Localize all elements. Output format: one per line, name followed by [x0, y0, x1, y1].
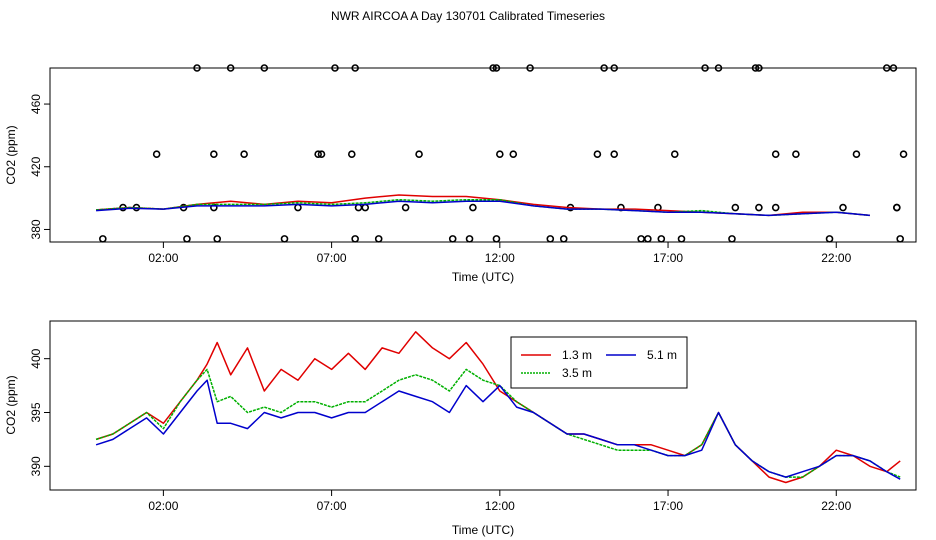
- top-series-lines: [96, 194, 870, 217]
- x-tick-label: 12:00: [485, 251, 515, 265]
- outlier-point: [492, 64, 501, 72]
- outlier-point: [280, 235, 289, 243]
- x-tick-label: 12:00: [485, 499, 515, 513]
- outlier-point: [852, 150, 861, 159]
- outlier-point: [728, 235, 736, 243]
- x-tick-label: 07:00: [317, 251, 347, 265]
- bottom-x-axis: 02:00 07:00 12:00 17:00 22:00: [148, 490, 852, 513]
- bottom-panel: 390 395 400 02:00 07:00 12:00 17:00 22:00 Time…: [4, 320, 917, 537]
- bottom-plot-frame: [49, 320, 917, 491]
- y-tick-label: 390: [29, 456, 43, 476]
- outlier-point: [496, 150, 504, 159]
- outlier-point: [751, 64, 760, 72]
- outlier-point: [448, 235, 457, 243]
- series-line-5-1-m: [95, 379, 901, 480]
- x-tick-label: 17:00: [653, 251, 683, 265]
- outlier-point: [509, 150, 518, 159]
- outlier-point: [465, 235, 474, 243]
- bottom-x-axis-label: Time (UTC): [452, 523, 514, 537]
- outlier-point: [755, 64, 763, 72]
- outlier-point: [415, 150, 423, 159]
- outlier-point: [210, 150, 218, 159]
- outlier-point: [670, 150, 679, 159]
- outlier-point: [317, 150, 326, 159]
- outlier-point: [492, 235, 501, 243]
- outlier-point: [610, 64, 619, 72]
- bottom-y-axis: 390 395 400: [29, 348, 50, 476]
- outlier-point: [644, 235, 652, 243]
- outlier-point: [755, 203, 763, 212]
- outlier-point: [677, 235, 686, 243]
- outlier-point: [771, 150, 780, 159]
- outlier-point: [294, 203, 302, 212]
- top-y-axis: 380 420 460: [29, 94, 50, 239]
- x-tick-label: 07:00: [317, 499, 347, 513]
- outlier-point: [401, 203, 410, 212]
- outlier-point: [489, 64, 497, 72]
- series-line-1-3-m: [95, 331, 901, 484]
- outlier-point: [546, 235, 555, 243]
- legend-label-1-3m: 1.3 m: [562, 348, 592, 362]
- top-x-axis-label: Time (UTC): [452, 270, 514, 284]
- outlier-point: [893, 203, 901, 212]
- outlier-point: [610, 150, 619, 159]
- bottom-series-lines: [95, 331, 901, 484]
- top-y-axis-label: CO2 (ppm): [4, 125, 18, 184]
- outlier-point: [792, 150, 800, 159]
- outlier-point: [99, 235, 107, 243]
- outlier-point: [193, 64, 201, 72]
- legend: 1.3 m 3.5 m 5.1 m: [510, 336, 688, 389]
- x-tick-label: 17:00: [653, 499, 683, 513]
- y-tick-label: 395: [29, 402, 43, 422]
- x-tick-label: 22:00: [821, 251, 851, 265]
- top-x-axis: 02:00 07:00 12:00 17:00 22:00: [148, 242, 852, 265]
- y-tick-label: 380: [29, 219, 43, 239]
- outlier-point: [183, 235, 191, 243]
- y-tick-label: 420: [29, 156, 43, 176]
- outlier-point: [593, 150, 602, 159]
- top-plot-frame: [49, 67, 917, 243]
- outlier-point: [469, 203, 477, 212]
- y-tick-label: 400: [29, 348, 43, 368]
- y-tick-label: 460: [29, 94, 43, 114]
- outlier-point: [731, 203, 740, 212]
- outlier-point: [714, 64, 723, 72]
- legend-box: [510, 336, 688, 389]
- outlier-point: [351, 235, 359, 243]
- outlier-point: [825, 235, 834, 243]
- outlier-point: [637, 235, 645, 243]
- x-tick-label: 02:00: [148, 499, 178, 513]
- outlier-point: [226, 64, 235, 72]
- x-tick-label: 22:00: [821, 499, 851, 513]
- chart-title: NWR AIRCOA A Day 130701 Calibrated Times…: [330, 9, 606, 23]
- outlier-point: [899, 150, 908, 159]
- outlier-point: [314, 150, 322, 159]
- outlier-point: [361, 203, 370, 212]
- outlier-point: [839, 203, 847, 212]
- outlier-point: [260, 64, 269, 72]
- outlier-point: [559, 235, 568, 243]
- legend-label-3-5m: 3.5 m: [562, 366, 592, 380]
- outlier-point: [213, 235, 222, 243]
- outlier-point: [152, 150, 161, 159]
- outlier-point: [374, 235, 383, 243]
- series-line-3-5-m: [96, 198, 870, 217]
- series-line-5-1-m: [96, 200, 870, 217]
- outlier-point: [240, 150, 248, 159]
- outlier-point: [600, 64, 608, 72]
- legend-label-5-1m: 5.1 m: [647, 348, 677, 362]
- outlier-point: [347, 150, 356, 159]
- outlier-point: [331, 64, 339, 72]
- outlier-point: [889, 64, 898, 72]
- outlier-point: [351, 64, 359, 72]
- top-panel: 380 420 460 02:00 07:00 12:00 17:00 22:00 Time…: [4, 64, 917, 284]
- x-tick-label: 02:00: [148, 251, 178, 265]
- outlier-point: [701, 64, 709, 72]
- outlier-point: [526, 64, 534, 72]
- outlier-point: [896, 235, 904, 243]
- bottom-y-axis-label: CO2 (ppm): [4, 375, 18, 434]
- outlier-point: [657, 235, 666, 243]
- outlier-point: [771, 203, 780, 212]
